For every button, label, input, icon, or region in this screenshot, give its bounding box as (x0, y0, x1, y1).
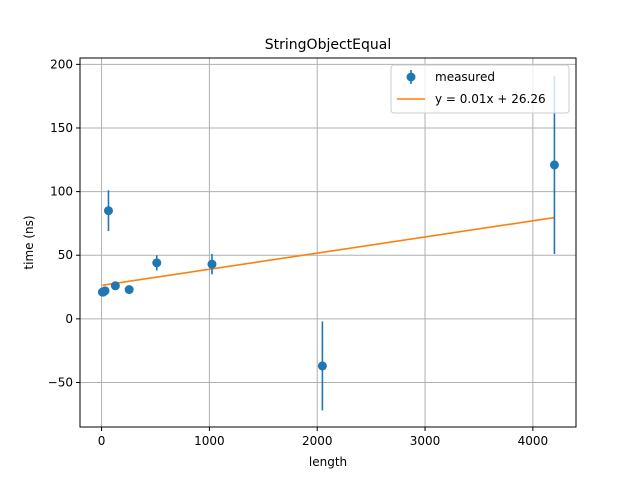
data-point (110, 281, 120, 291)
y-axis-label: time (ns) (22, 215, 36, 269)
x-tick-label: 2000 (302, 434, 333, 448)
y-tick-label: −50 (48, 375, 73, 389)
plot-frame (79, 57, 577, 428)
legend-label: y = 0.01x + 26.26 (435, 92, 546, 106)
data-point (549, 160, 559, 170)
y-tick-label: 0 (65, 312, 73, 326)
fit-line (102, 216, 555, 287)
data-point (207, 259, 217, 269)
chart-title: StringObjectEqual (265, 37, 391, 53)
x-tick-label: 1000 (194, 434, 225, 448)
data-point (103, 206, 113, 216)
data-point (124, 285, 134, 295)
data-point (317, 361, 327, 371)
y-tick-label: 200 (50, 57, 73, 71)
x-tick-label: 3000 (410, 434, 441, 448)
axes: 0 1000 2000 3000 4000 −50 0 50 100 150 200 (48, 57, 548, 448)
legend-box (390, 64, 570, 114)
y-tick-label: 50 (58, 248, 73, 262)
legend: measured y = 0.01x + 26.26 (390, 64, 570, 114)
plot-content (97, 75, 559, 411)
y-tick-label: 100 (50, 185, 73, 199)
legend-label: measured (435, 70, 495, 84)
legend-marker (406, 72, 416, 82)
grid (80, 58, 576, 427)
x-tick-label: 0 (98, 434, 106, 448)
x-axis-label: length (309, 455, 347, 469)
x-tick-label: 4000 (518, 434, 549, 448)
data-point (100, 286, 110, 296)
y-tick-label: 150 (50, 121, 73, 135)
data-point (152, 258, 162, 268)
